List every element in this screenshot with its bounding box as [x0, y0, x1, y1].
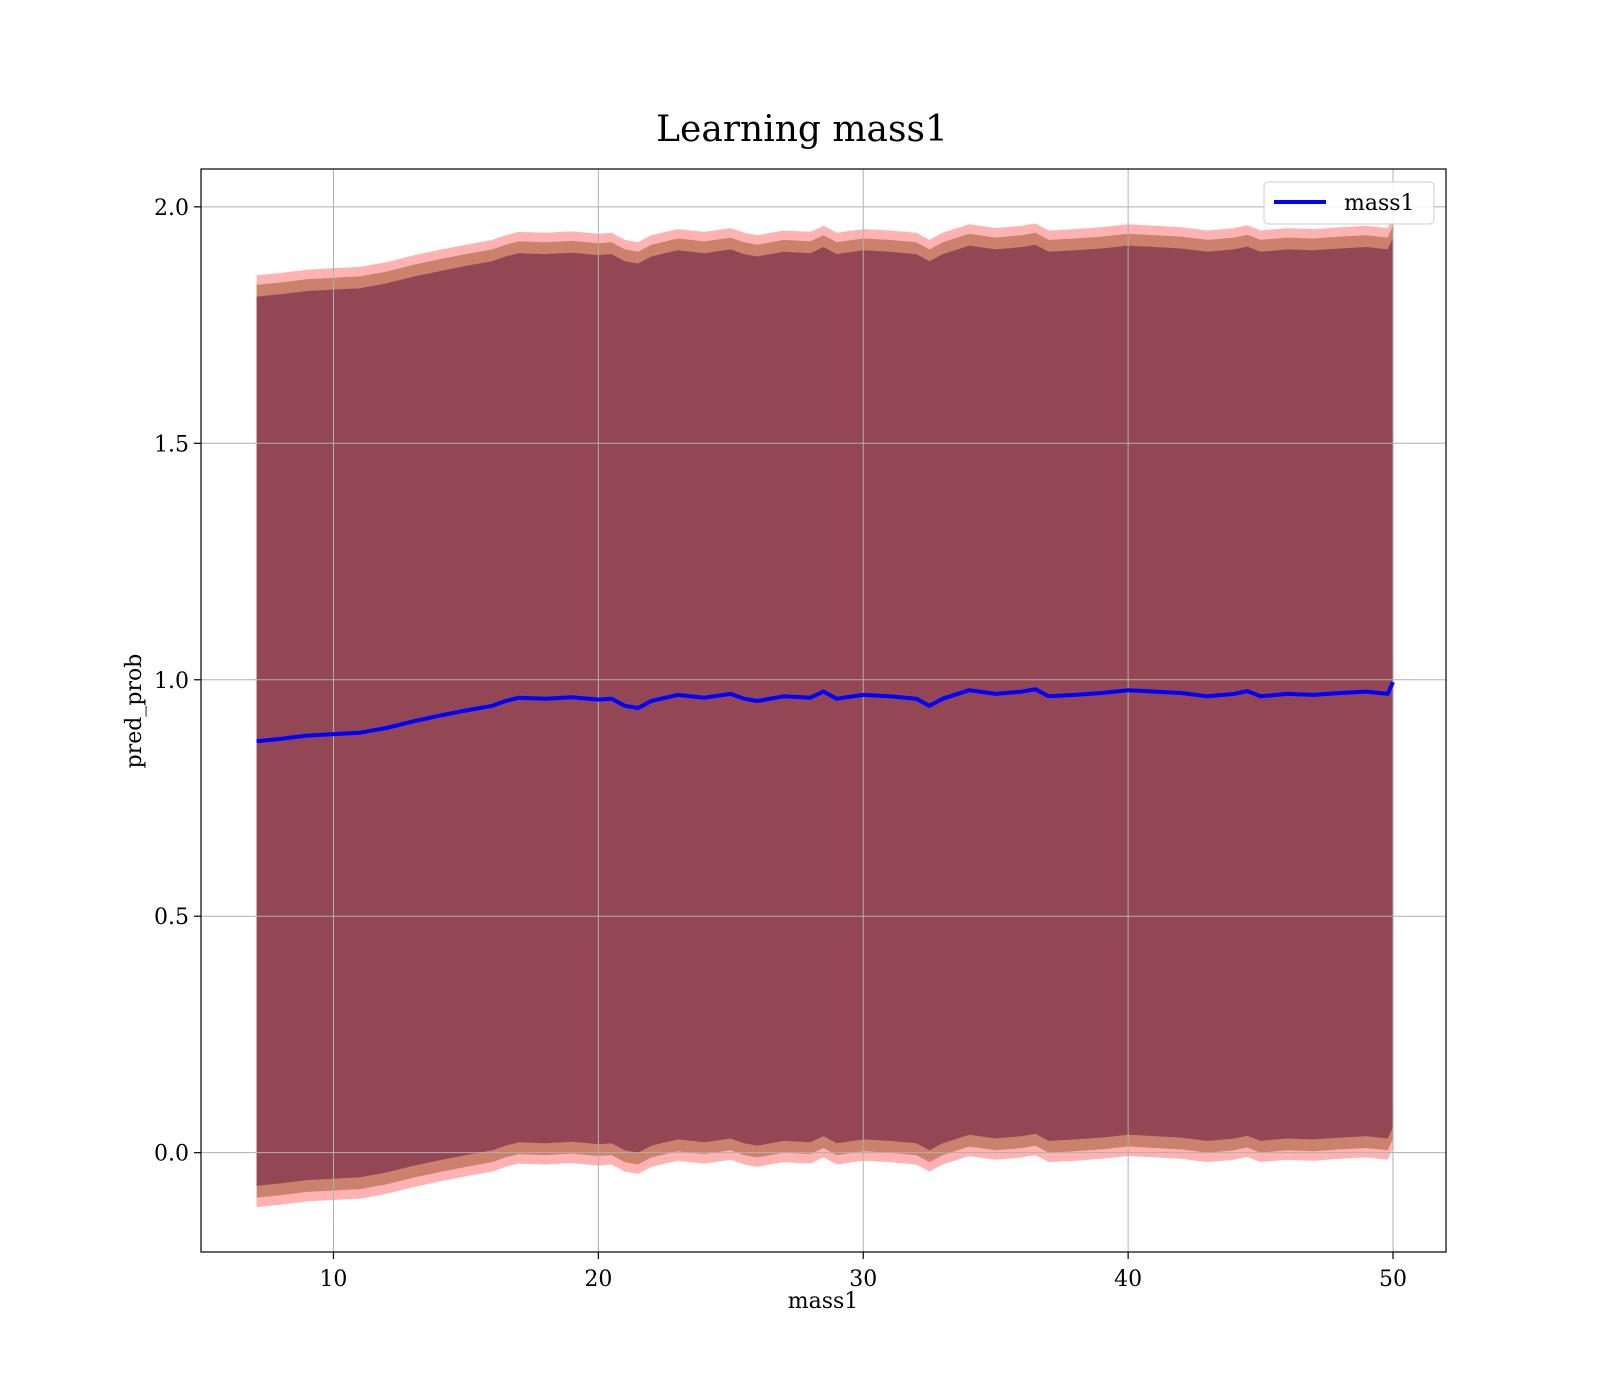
- y-axis-ticks: 0.0 0.5 1.0 1.5 2.0: [154, 196, 201, 1167]
- y-tick-label-3: 1.5: [154, 432, 189, 457]
- y-tick-label-0: 0.0: [154, 1142, 189, 1167]
- grid-lines: [201, 169, 1446, 1252]
- legend-label-mass1: mass1: [1344, 191, 1415, 216]
- x-tick-label-4: 50: [1379, 1267, 1407, 1292]
- x-tick-label-2: 30: [849, 1267, 877, 1292]
- legend: mass1: [1263, 181, 1435, 225]
- y-tick-label-2: 1.0: [154, 669, 189, 694]
- x-tick-label-1: 20: [584, 1267, 612, 1292]
- chart-title: Learning mass1: [656, 109, 948, 150]
- y-tick-label-1: 0.5: [154, 905, 189, 930]
- series-lines: [256, 681, 1395, 744]
- legend-box: [1263, 181, 1435, 225]
- x-axis-ticks: 10 20 30 40 50: [319, 1252, 1407, 1292]
- series-line-mass1: [256, 681, 1395, 744]
- confidence-band-2: [256, 237, 1394, 1186]
- y-axis-label: pred_prob: [122, 654, 147, 769]
- plot-frame: [200, 168, 1447, 1253]
- x-axis-label: mass1: [788, 1289, 859, 1314]
- y-tick-label-4: 2.0: [154, 196, 189, 221]
- x-tick-label-0: 10: [319, 1267, 347, 1292]
- x-tick-label-3: 40: [1114, 1267, 1142, 1292]
- confidence-bands: [256, 216, 1394, 1208]
